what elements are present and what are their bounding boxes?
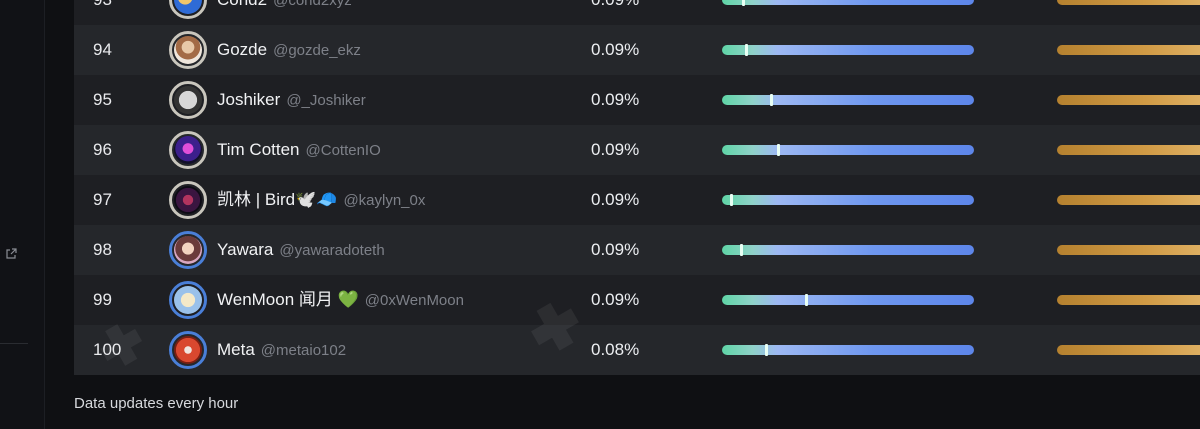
table-row[interactable]: 100 Meta @metaio102 0.08% xyxy=(74,325,1200,375)
change-bar xyxy=(1057,195,1200,205)
avatar[interactable] xyxy=(169,0,207,19)
display-name: Tim Cotten xyxy=(217,140,300,159)
progress-bar xyxy=(722,244,974,256)
display-name: 凯林 | Bird🕊️🧢 xyxy=(217,190,338,209)
mindshare-value: 0.09% xyxy=(591,290,640,309)
user-name[interactable]: Yawara @yawaradoteth xyxy=(217,225,385,275)
user-name[interactable]: 凯林 | Bird🕊️🧢 @kaylyn_0x xyxy=(217,175,425,225)
mindshare-value: 0.09% xyxy=(591,190,640,209)
display-name: Cond2 xyxy=(217,0,267,9)
progress-marker xyxy=(745,44,748,56)
mindshare-value: 0.09% xyxy=(591,140,640,159)
avatar[interactable] xyxy=(169,331,207,369)
update-note: Data updates every hour xyxy=(74,395,239,412)
user-handle: @0xWenMoon xyxy=(364,292,464,309)
table-row[interactable]: 93 Cond2 @cond2xyz 0.09% xyxy=(74,0,1200,25)
display-name: Gozde xyxy=(217,40,268,59)
change-bar xyxy=(1057,0,1200,5)
table-row[interactable]: 95 Joshiker @_Joshiker 0.09% xyxy=(74,75,1200,125)
rank-cell: 93 xyxy=(93,0,112,25)
progress-marker xyxy=(770,94,773,106)
progress-marker xyxy=(777,144,780,156)
rank-cell: 97 xyxy=(93,190,112,209)
sidebar xyxy=(0,0,45,429)
user-handle: @yawaradoteth xyxy=(279,242,385,259)
user-name[interactable]: Cond2 @cond2xyz xyxy=(217,0,352,25)
rank-cell: 100 xyxy=(93,340,122,359)
blue-sky-icon xyxy=(174,0,202,14)
avatar[interactable] xyxy=(169,31,207,69)
table-row[interactable]: 96 Tim Cotten @CottenIO 0.09% xyxy=(74,125,1200,175)
avatar[interactable] xyxy=(169,231,207,269)
change-bar xyxy=(1057,45,1200,55)
change-bar xyxy=(1057,145,1200,155)
progress-bar xyxy=(722,194,974,206)
user-name[interactable]: Joshiker @_Joshiker xyxy=(217,75,366,125)
leaderboard-table: 93 Cond2 @cond2xyz 0.09% 94 Gozde @gozde_ekz 0.… xyxy=(74,0,1200,375)
rank-cell: 98 xyxy=(93,240,112,259)
rank-cell: 95 xyxy=(93,90,112,109)
display-name: Yawara xyxy=(217,240,274,259)
table-row[interactable]: 94 Gozde @gozde_ekz 0.09% xyxy=(74,25,1200,75)
user-name[interactable]: Meta @metaio102 xyxy=(217,325,346,375)
external-link-icon[interactable] xyxy=(5,248,17,260)
change-bar xyxy=(1057,345,1200,355)
avatar[interactable] xyxy=(169,181,207,219)
change-bar xyxy=(1057,295,1200,305)
progress-bar xyxy=(722,344,974,356)
progress-marker xyxy=(765,344,768,356)
sidebar-divider xyxy=(0,343,28,344)
progress-bar xyxy=(722,94,974,106)
user-handle: @metaio102 xyxy=(260,342,347,359)
woman-portrait-icon xyxy=(174,36,202,64)
progress-marker xyxy=(805,294,808,306)
change-bar xyxy=(1057,245,1200,255)
user-name[interactable]: Tim Cotten @CottenIO xyxy=(217,125,381,175)
avatar[interactable] xyxy=(169,281,207,319)
progress-marker xyxy=(740,244,743,256)
rank-cell: 96 xyxy=(93,140,112,159)
progress-bar xyxy=(722,44,974,56)
user-handle: @cond2xyz xyxy=(273,0,352,9)
user-handle: @CottenIO xyxy=(305,142,381,159)
mindshare-value: 0.08% xyxy=(591,340,640,359)
rank-cell: 94 xyxy=(93,40,112,59)
user-name[interactable]: Gozde @gozde_ekz xyxy=(217,25,361,75)
avatar[interactable] xyxy=(169,81,207,119)
user-name[interactable]: WenMoon 闻月 💚 @0xWenMoon xyxy=(217,275,464,325)
moon-cartoon-icon xyxy=(174,286,202,314)
galaxy-icon xyxy=(174,186,202,214)
display-name: Joshiker xyxy=(217,90,281,109)
progress-bar xyxy=(722,144,974,156)
anime-girl-icon xyxy=(174,236,202,264)
avatar[interactable] xyxy=(169,131,207,169)
mindshare-value: 0.09% xyxy=(591,90,640,109)
mindshare-value: 0.09% xyxy=(591,40,640,59)
neon-figure-icon xyxy=(174,136,202,164)
change-bar xyxy=(1057,95,1200,105)
progress-bar xyxy=(722,0,974,6)
user-handle: @kaylyn_0x xyxy=(343,192,426,209)
table-row[interactable]: 98 Yawara @yawaradoteth 0.09% xyxy=(74,225,1200,275)
table-row[interactable]: 99 WenMoon 闻月 💚 @0xWenMoon 0.09% xyxy=(74,275,1200,325)
display-name: Meta xyxy=(217,340,255,359)
mindshare-value: 0.09% xyxy=(591,0,639,25)
user-handle: @_Joshiker xyxy=(286,92,366,109)
mindshare-value: 0.09% xyxy=(591,240,640,259)
table-row[interactable]: 97 凯林 | Bird🕊️🧢 @kaylyn_0x 0.09% xyxy=(74,175,1200,225)
progress-bar xyxy=(722,294,974,306)
display-name: WenMoon 闻月 💚 xyxy=(217,290,359,309)
red-robot-icon xyxy=(174,336,202,364)
rank-cell: 99 xyxy=(93,290,112,309)
progress-marker xyxy=(730,194,733,206)
user-handle: @gozde_ekz xyxy=(273,42,361,59)
mask-face-icon xyxy=(174,86,202,114)
progress-marker xyxy=(742,0,745,6)
